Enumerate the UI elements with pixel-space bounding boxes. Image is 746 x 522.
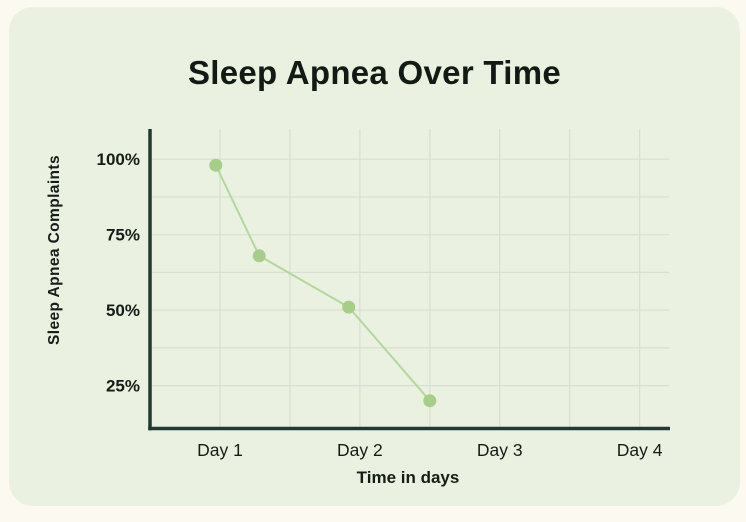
y-tick-label: 75%	[106, 226, 140, 245]
line-chart: 100% 75% 50% 25% Day 1 Day 2 Day 3 Day 4	[97, 129, 670, 460]
y-tick-label: 25%	[106, 377, 140, 396]
data-point	[209, 158, 223, 172]
x-tick-label: Day 4	[617, 440, 663, 460]
chart-title: Sleep Apnea Over Time	[187, 54, 562, 91]
data-point	[252, 249, 266, 263]
data-point	[423, 394, 437, 408]
chart-card: Sleep Apnea Over Time Sleep Apnea Compla…	[9, 7, 740, 506]
x-tick-label: Day 2	[337, 440, 383, 460]
y-tick-label: 50%	[106, 301, 140, 320]
series-line	[214, 164, 431, 402]
data-point	[342, 300, 356, 314]
x-tick-label: Day 1	[197, 440, 243, 460]
y-tick-label: 100%	[97, 150, 140, 169]
x-tick-label: Day 3	[477, 440, 523, 460]
x-axis-title: Time in days	[356, 468, 460, 487]
